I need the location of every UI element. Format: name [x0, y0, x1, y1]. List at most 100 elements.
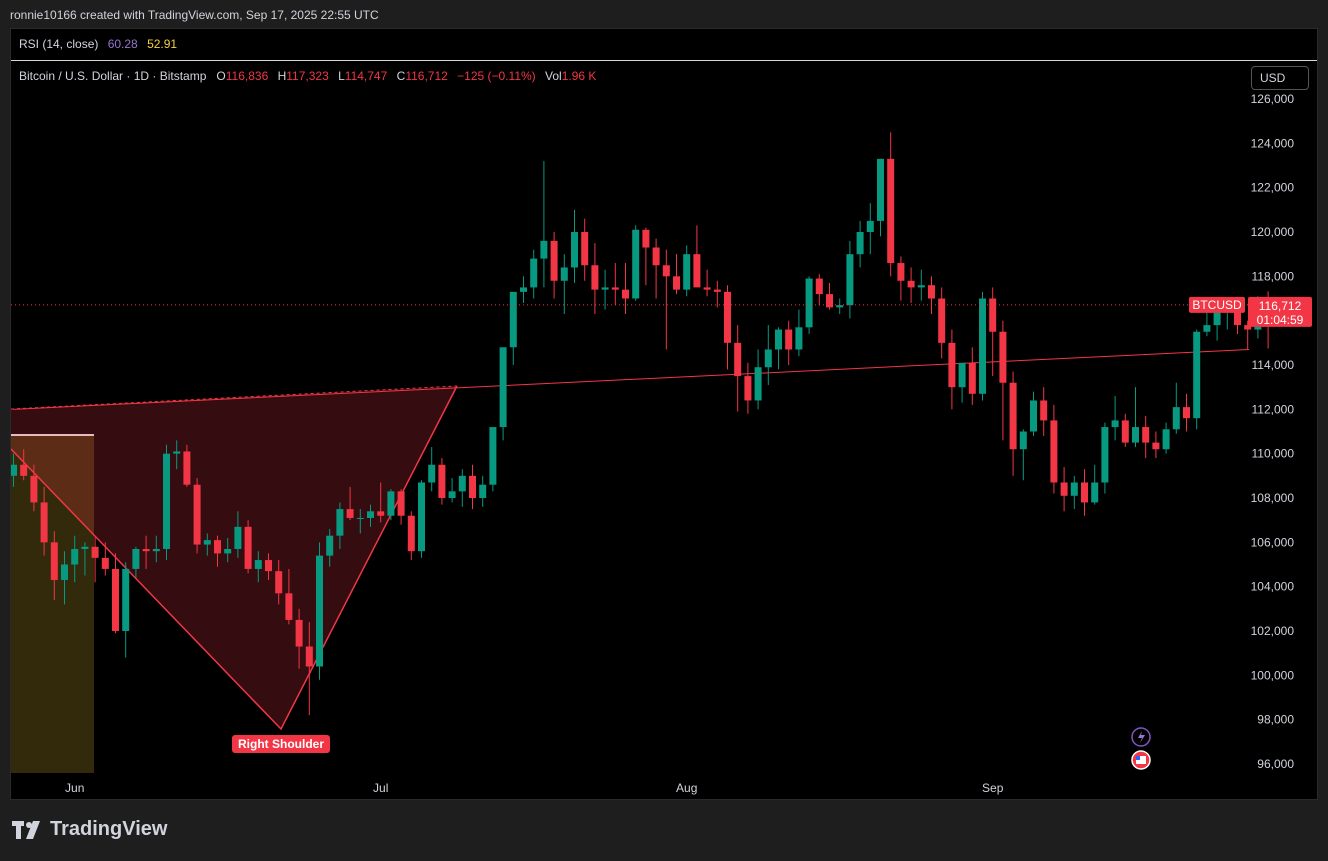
candle — [724, 285, 731, 370]
candle-body — [968, 362, 976, 394]
symbol-tag-label: BTCUSD — [1192, 298, 1242, 312]
currency-selector[interactable]: USD — [1251, 66, 1309, 90]
candle — [1152, 431, 1160, 459]
candle — [815, 274, 823, 306]
candle-body — [193, 484, 201, 545]
candle — [163, 444, 170, 561]
candle — [703, 269, 711, 297]
candle-body — [530, 258, 538, 288]
y-tick-label: 96,000 — [1257, 757, 1294, 771]
event-icons — [1131, 727, 1151, 770]
price-axis: 96,000 98,000 100,000 102,000 104,000 106,000… — [1251, 92, 1295, 771]
legend-volume-value: 1.96 K — [561, 69, 597, 83]
candle-body — [183, 451, 191, 485]
candle — [601, 269, 609, 310]
candle-body — [285, 593, 293, 620]
candle — [611, 263, 619, 306]
candle — [1193, 329, 1201, 430]
candle-body — [622, 289, 629, 299]
flag-icon-canton — [1136, 756, 1140, 760]
candle-body — [887, 158, 895, 264]
candle-body — [611, 287, 619, 290]
y-tick-label: 106,000 — [1251, 535, 1295, 549]
candle — [367, 504, 374, 527]
candle-body — [601, 287, 609, 290]
candle — [530, 249, 538, 299]
candle-body — [836, 305, 844, 308]
price-chart[interactable]: 96,000 98,000 100,000 102,000 104,000 106,000… — [11, 29, 1318, 800]
candle-body — [61, 564, 68, 581]
candle-body — [489, 427, 497, 485]
legend-high-value: 117,323 — [286, 69, 329, 83]
rsi-value-1: 60.28 — [107, 37, 138, 51]
candle-body — [152, 548, 160, 552]
candle — [316, 542, 323, 680]
candle — [775, 327, 782, 370]
rsi-indicator-bar[interactable]: RSI (14, close) 60.28 52.91 — [11, 29, 1317, 61]
chart-frame[interactable]: RSI (14, close) 60.28 52.91 96,000 98,000… — [10, 28, 1318, 800]
candle — [489, 427, 497, 492]
candle — [1183, 393, 1190, 432]
candle — [744, 362, 752, 414]
candle — [244, 520, 252, 574]
candle-body — [703, 287, 711, 290]
candle — [377, 482, 385, 523]
candle — [683, 245, 691, 297]
candle-body — [1193, 331, 1201, 419]
candle — [1030, 391, 1037, 436]
tradingview-logo[interactable]: TradingView — [12, 818, 167, 841]
candle — [1244, 320, 1252, 350]
candle — [1172, 382, 1180, 434]
candle-body — [877, 158, 884, 221]
right-shoulder-annotation: Right Shoulder — [232, 735, 330, 753]
candle — [1111, 396, 1119, 441]
candle-body — [642, 229, 650, 248]
candle-body — [418, 482, 425, 552]
candle — [877, 158, 884, 237]
candle — [540, 161, 548, 288]
candle-body — [1050, 420, 1058, 483]
candle — [1070, 475, 1078, 510]
candle — [550, 232, 558, 299]
head-shoulders-area — [11, 386, 457, 729]
candle-body — [724, 291, 731, 343]
candle-body — [428, 464, 436, 483]
candle-body — [336, 509, 344, 536]
pattern-top-line — [11, 385, 458, 410]
candle-body — [356, 517, 364, 519]
candle — [203, 533, 211, 556]
candle-body — [744, 376, 752, 401]
candle-body — [469, 475, 476, 498]
candle — [122, 562, 130, 658]
candle — [438, 458, 446, 505]
candle — [795, 309, 803, 357]
candle — [826, 282, 833, 310]
candle-body — [550, 240, 558, 281]
rsi-label: RSI (14, close) — [19, 37, 99, 51]
candle-body — [652, 247, 660, 266]
price-tag-box — [1248, 296, 1312, 327]
candle — [560, 254, 568, 315]
y-tick-label: 120,000 — [1251, 225, 1295, 239]
candle-body — [479, 484, 487, 498]
candle-body — [1030, 400, 1037, 432]
candle — [1019, 429, 1027, 481]
candle — [1091, 464, 1099, 505]
legend-open-key: O — [216, 69, 226, 83]
y-tick-label: 110,000 — [1252, 447, 1295, 461]
candle-body — [632, 229, 640, 299]
candle-body — [1111, 420, 1119, 428]
candle — [428, 447, 436, 492]
candle — [979, 291, 986, 401]
candle-body — [826, 294, 833, 308]
candle — [254, 551, 262, 583]
candle-body — [1183, 407, 1190, 419]
candle — [183, 444, 191, 487]
candle-body — [244, 526, 252, 569]
candle-body — [795, 327, 803, 350]
candle-body — [1162, 429, 1170, 450]
candle — [234, 511, 242, 558]
candle-body — [713, 289, 721, 292]
candle-body — [316, 555, 323, 667]
candle-body — [683, 254, 691, 290]
